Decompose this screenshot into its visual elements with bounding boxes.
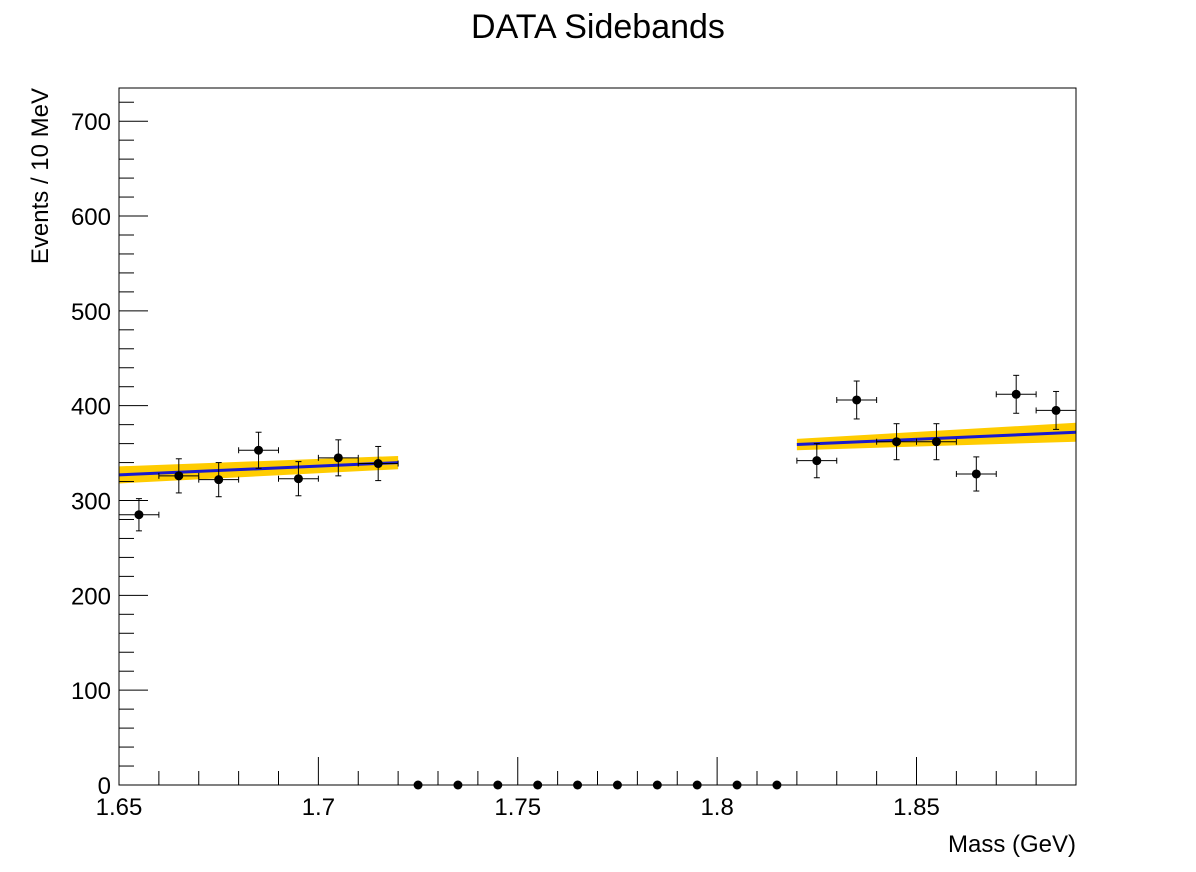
data-marker bbox=[812, 456, 822, 466]
data-marker bbox=[892, 437, 902, 447]
x-axis-ticks: 1.65 1.7 1.75 1.8 1.85 bbox=[96, 757, 1077, 821]
data-marker bbox=[373, 459, 383, 469]
y-tick-label: 300 bbox=[71, 489, 111, 516]
data-point-6 bbox=[317, 439, 359, 477]
x-tick-label: 1.8 bbox=[700, 794, 733, 821]
y-tick-label: 100 bbox=[71, 678, 111, 705]
y-tick-label: 600 bbox=[71, 204, 111, 231]
data-points bbox=[118, 374, 1077, 790]
x-tick-label: 1.75 bbox=[494, 794, 541, 821]
data-point-19 bbox=[836, 380, 878, 420]
chart-title: DATA Sidebands bbox=[471, 8, 725, 46]
data-point-4 bbox=[238, 431, 279, 469]
data-point-5 bbox=[278, 461, 319, 497]
y-axis-label: Events / 10 MeV bbox=[27, 88, 54, 264]
x-tick-label: 1.85 bbox=[893, 794, 940, 821]
data-point-2 bbox=[158, 458, 200, 494]
y-tick-label: 200 bbox=[71, 583, 111, 610]
data-marker bbox=[254, 445, 264, 455]
data-point-21 bbox=[916, 423, 957, 461]
data-marker bbox=[214, 475, 224, 485]
data-marker bbox=[293, 474, 303, 484]
y-tick-label: 500 bbox=[71, 299, 111, 326]
x-axis-label: Mass (GeV) bbox=[948, 831, 1076, 858]
fit-uncertainty-bands bbox=[119, 422, 1076, 484]
data-marker bbox=[134, 510, 144, 520]
y-axis-ticks: 0 100 200 300 400 500 600 700 bbox=[71, 101, 148, 800]
data-point-1 bbox=[118, 498, 160, 532]
data-point-7 bbox=[357, 445, 399, 482]
data-point-23 bbox=[995, 374, 1037, 414]
x-tick-label: 1.7 bbox=[302, 794, 335, 821]
data-marker bbox=[333, 453, 343, 463]
y-tick-label: 0 bbox=[98, 773, 111, 800]
data-marker bbox=[971, 469, 981, 479]
y-tick-label: 400 bbox=[71, 394, 111, 421]
data-marker bbox=[852, 395, 862, 405]
data-marker bbox=[931, 437, 941, 447]
x-tick-label: 1.65 bbox=[96, 794, 143, 821]
data-marker bbox=[1011, 389, 1021, 399]
y-tick-label: 700 bbox=[71, 109, 111, 136]
data-point-22 bbox=[955, 456, 997, 492]
data-point-18 bbox=[796, 443, 838, 479]
data-point-3 bbox=[198, 462, 240, 498]
data-marker bbox=[1051, 405, 1061, 415]
fit-lines bbox=[118, 430, 1077, 477]
data-point-20 bbox=[876, 423, 917, 461]
data-marker bbox=[174, 471, 184, 481]
